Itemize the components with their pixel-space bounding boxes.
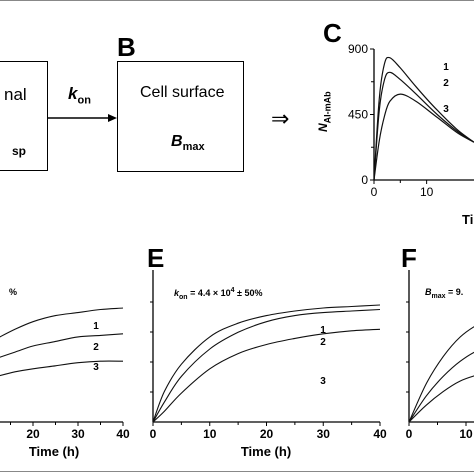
panel-e-xlabel: Time (h) — [241, 444, 291, 459]
panel-e-exp: 4 — [230, 287, 235, 294]
panel-letter-b: B — [117, 32, 136, 62]
panel-d-series-3 — [0, 360, 124, 377]
panel-e-annotation: kon = 4.4 × 104 ± 50% — [174, 287, 263, 301]
panel-c-xlabel: Ti — [462, 212, 473, 227]
panel-c-xtick-label: 10 — [420, 185, 434, 199]
panel-c-xtick-label: 0 — [371, 185, 378, 199]
panel-e-curve-label: 1 — [320, 325, 326, 336]
panel-d-xlabel: Time (h) — [29, 444, 79, 459]
panel-d-xtick-label: 30 — [71, 427, 85, 441]
panel-e-series-2 — [152, 308, 381, 423]
panel-d-curve-label: 3 — [93, 362, 99, 373]
panel-c-curve-label: 2 — [443, 78, 449, 89]
compartment-left-sub: sp — [12, 144, 27, 158]
panel-f-series-1 — [408, 326, 474, 423]
panel-f-b: B — [425, 287, 432, 297]
panel-e-k-sub: on — [179, 293, 188, 301]
kon-label: kon — [68, 84, 91, 106]
panel-letter-e: E — [147, 243, 165, 273]
panel-d-xtick-label: 20 — [26, 427, 40, 441]
bmax-b: B — [171, 133, 183, 150]
panel-e-xtick-label: 20 — [260, 427, 274, 441]
kon-k: k — [68, 84, 78, 103]
panel-e-xtick-label: 10 — [203, 427, 217, 441]
panel-e-series-3 — [152, 328, 381, 423]
cell-surface-label: Cell surface — [140, 84, 225, 101]
panel-d-curve-label: 2 — [93, 342, 99, 353]
panel-letter-c: C — [323, 18, 342, 48]
panel-f-series-2 — [408, 351, 474, 423]
panel-c-series-3 — [373, 93, 474, 181]
panel-e-xtick-label: 40 — [373, 427, 387, 441]
panel-e-tail: ± 50% — [234, 288, 263, 298]
panel-f-series-3 — [408, 375, 474, 423]
bmax-sub: max — [182, 141, 205, 154]
panel-c-series-1 — [373, 56, 474, 181]
panel-f-xtick-label: 10 — [459, 427, 473, 441]
panel-e-curve-label: 3 — [320, 376, 326, 387]
panel-c-ytick-label: 0 — [361, 173, 368, 187]
compartment-left-label: nal — [4, 85, 27, 104]
panel-e-xtick-label: 30 — [317, 427, 331, 441]
top-border — [0, 0, 474, 1]
compartment-box-left — [0, 61, 48, 171]
panel-d-annotation: % — [9, 287, 18, 297]
panel-f-eq: = 9. — [445, 287, 464, 297]
implies-arrow: ⇒ — [271, 106, 290, 131]
panel-f-b-sub: max — [431, 292, 446, 300]
panel-f-xtick-label: 0 — [406, 427, 413, 441]
panel-c-series-2 — [373, 71, 474, 181]
panel-c-ytick-label: 450 — [348, 108, 368, 122]
panel-d-xtick-label: 40 — [116, 427, 130, 441]
panel-e-xtick-label: 0 — [150, 427, 157, 441]
panel-f-annotation: Bmax = 9. — [425, 287, 463, 300]
panel-letter-f: F — [401, 243, 417, 273]
kon-sub: on — [77, 94, 91, 107]
panel-c-curve-label: 1 — [443, 62, 449, 73]
kon-arrow-head — [108, 114, 117, 122]
panel-e-k: k — [174, 288, 180, 298]
panel-d-curve-label: 1 — [93, 321, 99, 332]
bottom-border — [0, 471, 474, 472]
cell-surface-box — [117, 61, 244, 172]
panel-c-ytick-label: 900 — [348, 42, 368, 56]
panel-c-curve-label: 3 — [443, 104, 449, 115]
panel-d-series-1 — [0, 307, 124, 338]
panel-d-series-2 — [0, 333, 124, 358]
panel-e-eq: = 4.4 × 10 — [187, 288, 231, 298]
panel-e-curve-label: 2 — [320, 337, 326, 348]
panel-e-series-1 — [152, 304, 381, 423]
bmax-label: Bmax — [171, 133, 205, 153]
